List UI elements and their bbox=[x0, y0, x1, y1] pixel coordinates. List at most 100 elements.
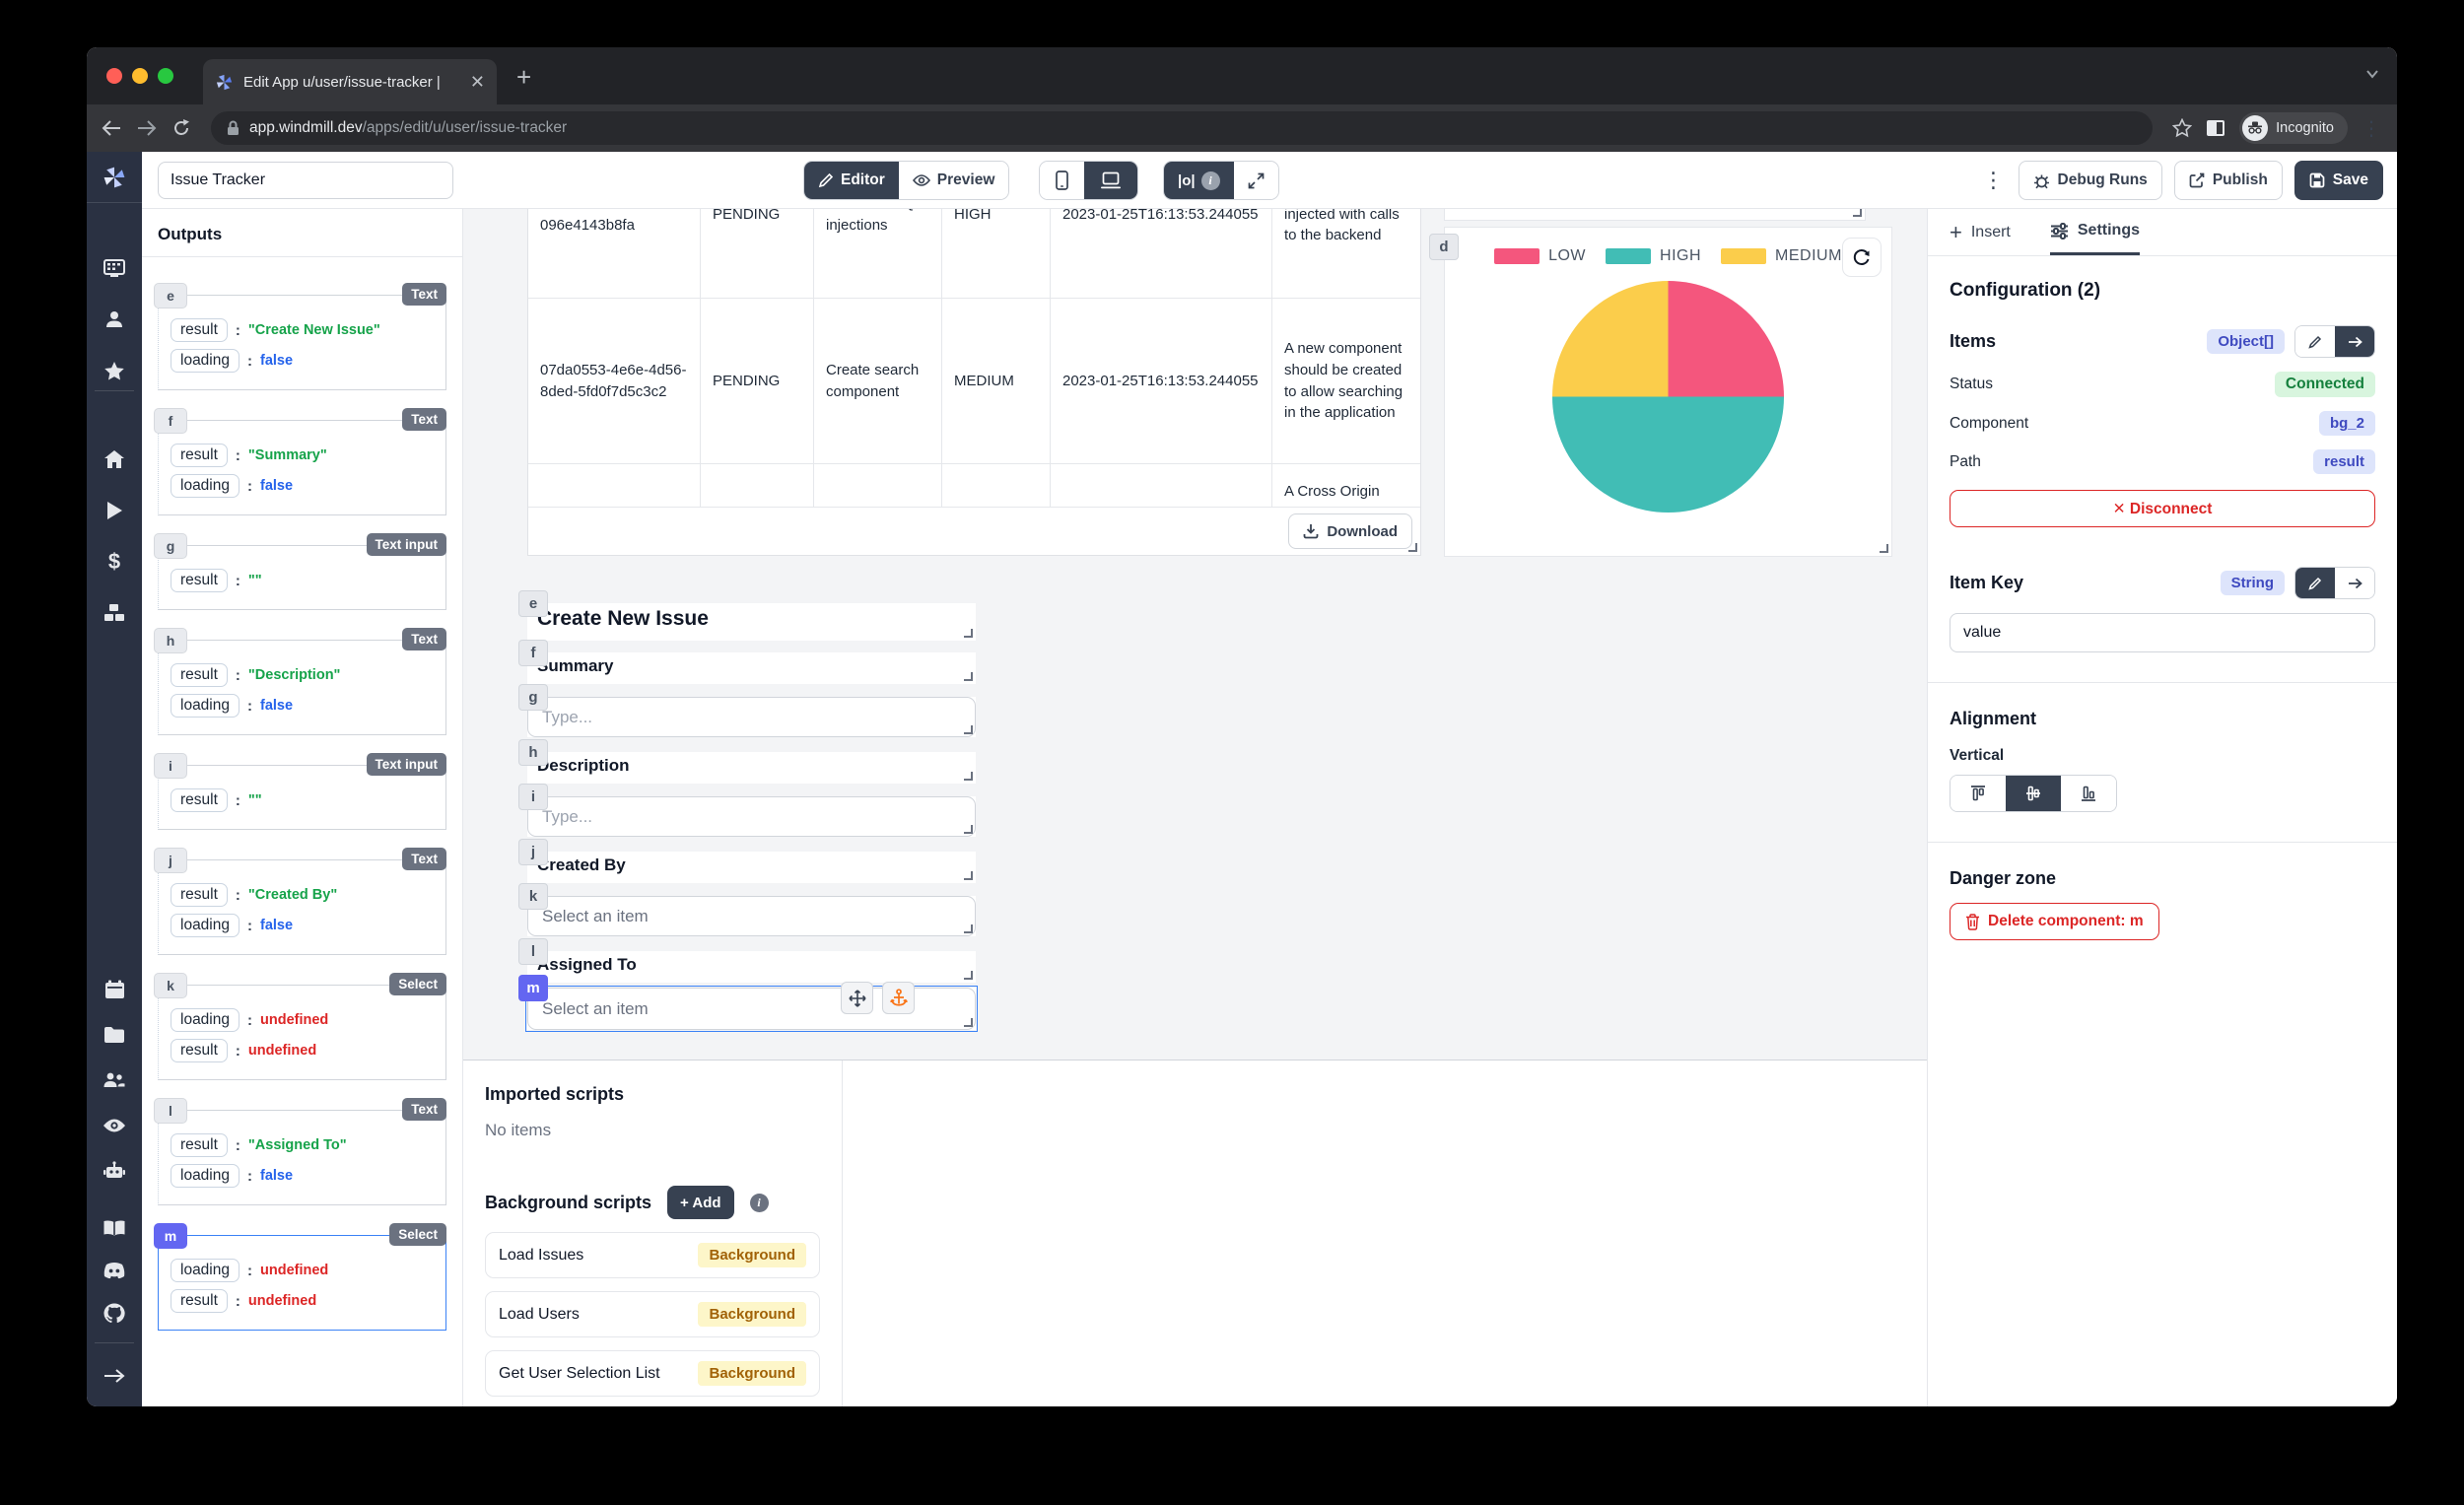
output-row[interactable]: result: "Assigned To" bbox=[171, 1133, 434, 1157]
output-card-i[interactable]: i Text input result: "" bbox=[154, 753, 446, 830]
close-window-button[interactable] bbox=[106, 68, 122, 84]
editor-mode-button[interactable]: Editor bbox=[804, 162, 899, 199]
debug-runs-button[interactable]: Debug Runs bbox=[2018, 161, 2162, 200]
mobile-view-button[interactable] bbox=[1040, 162, 1084, 199]
output-card-e[interactable]: e Text result: "Create New Issue" loading… bbox=[154, 283, 446, 390]
forward-icon[interactable] bbox=[136, 119, 158, 137]
minimize-window-button[interactable] bbox=[132, 68, 148, 84]
legend-item[interactable]: LOW bbox=[1494, 247, 1586, 265]
disconnect-button[interactable]: ✕ Disconnect bbox=[1950, 490, 2375, 527]
output-row[interactable]: result: "Description" bbox=[171, 663, 434, 687]
preview-mode-button[interactable]: Preview bbox=[898, 162, 1009, 199]
more-options-icon[interactable]: ⋮ bbox=[1982, 168, 2005, 192]
item-key-input[interactable] bbox=[1950, 613, 2375, 652]
fullscreen-button[interactable] bbox=[1233, 162, 1278, 199]
created-by-select-card[interactable]: k Select an item bbox=[518, 883, 976, 936]
resources-boxes-icon[interactable] bbox=[87, 593, 142, 633]
tab-close-icon[interactable]: ✕ bbox=[469, 71, 485, 92]
issues-table[interactable]: e387-4d2d-8494-096e4143b8fa PENDING Chec… bbox=[527, 209, 1421, 556]
collapse-arrow-icon[interactable] bbox=[87, 1356, 142, 1396]
summary-label-card[interactable]: f Summary bbox=[518, 640, 976, 684]
home-icon[interactable] bbox=[87, 440, 142, 479]
description-input[interactable] bbox=[527, 796, 976, 837]
resize-handle[interactable] bbox=[964, 629, 973, 638]
save-button[interactable]: Save bbox=[2293, 161, 2383, 200]
incognito-badge[interactable]: Incognito bbox=[2239, 112, 2348, 144]
resize-handle[interactable] bbox=[964, 772, 973, 781]
groups-users-icon[interactable] bbox=[87, 1060, 142, 1100]
windmill-logo-icon[interactable] bbox=[87, 152, 142, 203]
output-row[interactable]: result: "Summary" bbox=[171, 444, 434, 467]
output-row[interactable]: loading: false bbox=[171, 1164, 434, 1188]
delete-component-button[interactable]: Delete component: m bbox=[1950, 903, 2159, 940]
new-tab-button[interactable]: + bbox=[516, 62, 532, 92]
output-row[interactable]: loading: false bbox=[171, 474, 434, 498]
resize-handle[interactable] bbox=[964, 971, 973, 980]
publish-button[interactable]: Publish bbox=[2173, 161, 2283, 200]
output-row[interactable]: result: "Create New Issue" bbox=[171, 318, 434, 342]
table-row[interactable]: 07da0553-4e6e-4d56-8ded-5fd0f7d5c3c2 PEN… bbox=[528, 299, 1420, 464]
pie-chart-card[interactable]: d LOW HIGH MEDIUM bbox=[1429, 227, 1892, 557]
assigned-to-select-card[interactable]: m Select an item bbox=[518, 975, 978, 1032]
output-row[interactable]: result: "" bbox=[171, 569, 434, 592]
apps-icon[interactable] bbox=[87, 248, 142, 288]
output-card-l[interactable]: l Text result: "Assigned To" loading: fals… bbox=[154, 1098, 446, 1205]
resize-handle[interactable] bbox=[964, 725, 973, 734]
app-name-input[interactable] bbox=[158, 162, 453, 199]
user-icon[interactable] bbox=[87, 300, 142, 339]
created-by-select[interactable]: Select an item bbox=[527, 896, 976, 936]
tab-search-chevron-icon[interactable] bbox=[2365, 69, 2379, 79]
table-row[interactable]: e387-4d2d-8494-096e4143b8fa PENDING Chec… bbox=[528, 209, 1420, 299]
tab-settings[interactable]: Settings bbox=[2049, 209, 2140, 255]
docs-book-icon[interactable] bbox=[87, 1208, 142, 1248]
resize-handle[interactable] bbox=[964, 1018, 973, 1027]
anchor-icon[interactable] bbox=[882, 982, 915, 1014]
tab-insert[interactable]: + Insert bbox=[1950, 219, 2011, 244]
legend-item[interactable]: MEDIUM bbox=[1721, 247, 1842, 265]
static-edit-button[interactable] bbox=[2295, 326, 2335, 357]
description-input-card[interactable]: i bbox=[518, 784, 976, 837]
static-edit-button[interactable] bbox=[2295, 568, 2335, 598]
folders-icon[interactable] bbox=[87, 1015, 142, 1055]
output-card-m[interactable]: m Select loading: undefined result: undefi… bbox=[154, 1223, 446, 1331]
app-canvas[interactable]: e387-4d2d-8494-096e4143b8fa PENDING Chec… bbox=[463, 209, 1927, 1060]
variables-dollar-icon[interactable]: $ bbox=[107, 549, 121, 574]
description-label-card[interactable]: h Description bbox=[518, 739, 976, 784]
schedules-calendar-icon[interactable] bbox=[87, 970, 142, 1009]
background-script-row[interactable]: Load Issues Background bbox=[485, 1232, 820, 1278]
browser-tab[interactable]: Edit App u/user/issue-tracker | ✕ bbox=[203, 59, 497, 104]
runs-play-icon[interactable] bbox=[87, 491, 142, 530]
refresh-chart-button[interactable] bbox=[1842, 238, 1882, 277]
desktop-view-button[interactable] bbox=[1084, 162, 1137, 199]
workers-robot-icon[interactable] bbox=[87, 1151, 142, 1191]
maximize-window-button[interactable] bbox=[158, 68, 173, 84]
output-card-g[interactable]: g Text input result: "" bbox=[154, 533, 446, 610]
summary-input[interactable] bbox=[527, 697, 976, 737]
align-center-button[interactable] bbox=[2006, 776, 2061, 811]
move-handle[interactable] bbox=[841, 982, 873, 1014]
form-heading-card[interactable]: e Create New Issue bbox=[518, 590, 976, 641]
reload-icon[interactable] bbox=[171, 118, 191, 138]
output-row[interactable]: loading: false bbox=[171, 694, 434, 718]
address-bar[interactable]: app.windmill.dev/apps/edit/u/user/issue-… bbox=[211, 111, 2154, 145]
github-icon[interactable] bbox=[87, 1293, 142, 1333]
output-row[interactable]: result: "" bbox=[171, 788, 434, 812]
window-controls[interactable] bbox=[106, 68, 173, 84]
connect-arrow-button[interactable] bbox=[2335, 568, 2374, 598]
output-row[interactable]: loading: false bbox=[171, 349, 434, 373]
resize-handle[interactable] bbox=[1853, 209, 1862, 217]
bar-chart-partial[interactable] bbox=[1444, 209, 1866, 221]
resize-handle[interactable] bbox=[964, 924, 973, 933]
align-bottom-button[interactable] bbox=[2061, 776, 2116, 811]
add-background-script-button[interactable]: + Add bbox=[667, 1186, 734, 1219]
audit-eye-icon[interactable] bbox=[87, 1106, 142, 1145]
browser-menu-icon[interactable]: ⋮ bbox=[2361, 117, 2381, 140]
table-row[interactable]: A Cross Origin bbox=[528, 464, 1420, 508]
output-row[interactable]: loading: undefined bbox=[171, 1259, 434, 1282]
output-row[interactable]: loading: false bbox=[171, 914, 434, 937]
background-script-row[interactable]: Get User Selection List Background bbox=[485, 1350, 820, 1397]
output-row[interactable]: result: undefined bbox=[171, 1289, 434, 1313]
io-inspector-button[interactable]: |o| i bbox=[1164, 162, 1234, 199]
output-row[interactable]: loading: undefined bbox=[171, 1008, 434, 1032]
created-by-label-card[interactable]: j Created By bbox=[518, 839, 976, 883]
